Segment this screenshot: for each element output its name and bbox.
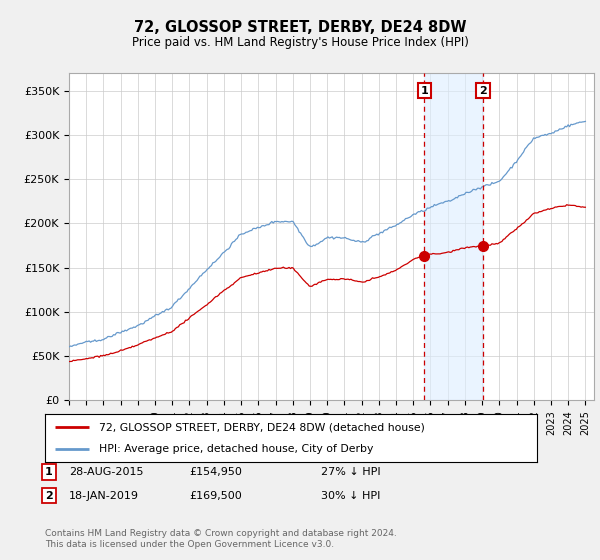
Text: £154,950: £154,950 bbox=[189, 467, 242, 477]
Text: HPI: Average price, detached house, City of Derby: HPI: Average price, detached house, City… bbox=[99, 444, 373, 454]
Text: 1: 1 bbox=[45, 467, 53, 477]
Text: Price paid vs. HM Land Registry's House Price Index (HPI): Price paid vs. HM Land Registry's House … bbox=[131, 36, 469, 49]
Text: 72, GLOSSOP STREET, DERBY, DE24 8DW (detached house): 72, GLOSSOP STREET, DERBY, DE24 8DW (det… bbox=[99, 422, 425, 432]
Text: £169,500: £169,500 bbox=[189, 491, 242, 501]
Text: Contains HM Land Registry data © Crown copyright and database right 2024.
This d: Contains HM Land Registry data © Crown c… bbox=[45, 529, 397, 549]
Text: 18-JAN-2019: 18-JAN-2019 bbox=[69, 491, 139, 501]
Text: 1: 1 bbox=[421, 86, 428, 96]
Text: 27% ↓ HPI: 27% ↓ HPI bbox=[321, 467, 380, 477]
Text: 30% ↓ HPI: 30% ↓ HPI bbox=[321, 491, 380, 501]
Text: 2: 2 bbox=[479, 86, 487, 96]
Text: 28-AUG-2015: 28-AUG-2015 bbox=[69, 467, 143, 477]
Bar bbox=[424, 73, 483, 400]
Text: 2: 2 bbox=[45, 491, 53, 501]
Text: 72, GLOSSOP STREET, DERBY, DE24 8DW: 72, GLOSSOP STREET, DERBY, DE24 8DW bbox=[134, 20, 466, 35]
